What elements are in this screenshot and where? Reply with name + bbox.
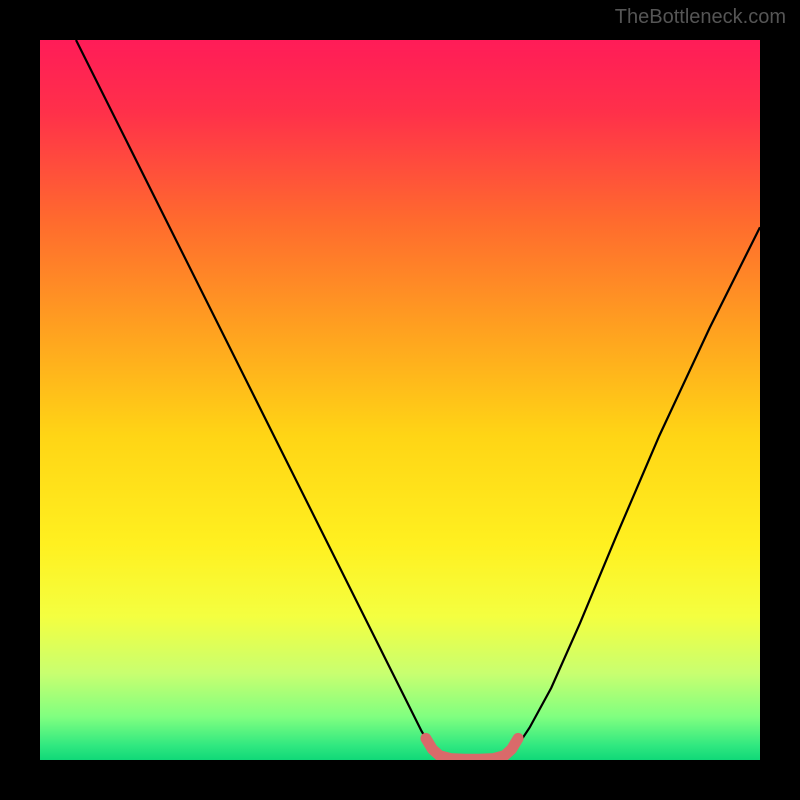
curve-layer <box>40 40 760 760</box>
bottleneck-curve <box>76 40 760 759</box>
watermark-text: TheBottleneck.com <box>615 6 786 29</box>
optimal-zone-highlight <box>426 738 518 759</box>
plot-area <box>40 40 760 760</box>
